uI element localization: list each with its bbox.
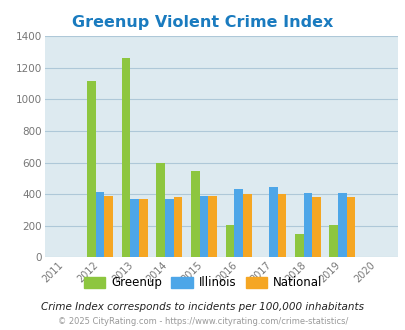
Bar — [329, 225, 337, 257]
Bar — [225, 225, 234, 257]
Bar — [303, 193, 311, 257]
Bar — [87, 81, 96, 257]
Bar — [208, 196, 216, 257]
Text: © 2025 CityRating.com - https://www.cityrating.com/crime-statistics/: © 2025 CityRating.com - https://www.city… — [58, 317, 347, 326]
Text: Greenup Violent Crime Index: Greenup Violent Crime Index — [72, 15, 333, 30]
Bar — [268, 187, 277, 257]
Bar — [294, 234, 303, 257]
Bar — [311, 197, 320, 257]
Text: Crime Index corresponds to incidents per 100,000 inhabitants: Crime Index corresponds to incidents per… — [41, 302, 364, 312]
Bar — [190, 171, 199, 257]
Bar — [199, 196, 208, 257]
Bar — [156, 163, 164, 257]
Bar — [130, 199, 139, 257]
Bar — [104, 196, 113, 257]
Bar — [164, 199, 173, 257]
Bar — [346, 197, 355, 257]
Bar — [122, 58, 130, 257]
Legend: Greenup, Illinois, National: Greenup, Illinois, National — [79, 272, 326, 294]
Bar — [173, 197, 182, 257]
Bar — [277, 194, 286, 257]
Bar — [242, 194, 251, 257]
Bar — [234, 189, 242, 257]
Bar — [139, 199, 147, 257]
Bar — [337, 193, 346, 257]
Bar — [96, 192, 104, 257]
